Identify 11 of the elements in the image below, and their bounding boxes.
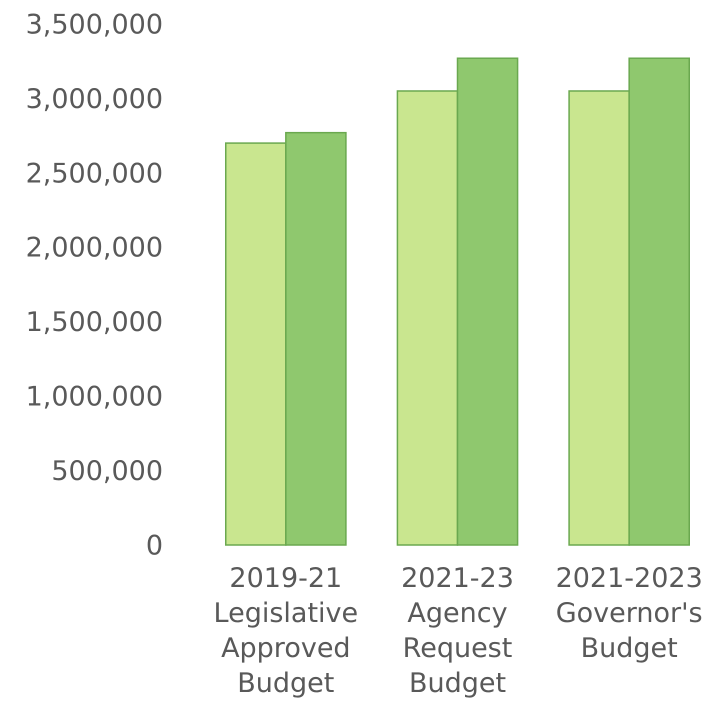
y-tick-label: 1,000,000 (26, 382, 163, 413)
y-tick-label: 500,000 (51, 456, 163, 488)
x-tick-label: 2021-23 Agency Request Budget (401, 563, 514, 699)
x-tick-label: 2021-2023 Governor's Budget (556, 563, 703, 664)
y-tick-label: 3,500,000 (26, 9, 163, 40)
x-tick-label: 2019-21 Legislative Approved Budget (214, 563, 358, 699)
y-tick-label: 2,500,000 (26, 158, 163, 190)
y-tick-label: 0 (146, 530, 163, 562)
y-tick-label: 3,000,000 (26, 84, 163, 115)
y-tick-label: 2,000,000 (26, 232, 163, 264)
y-tick-label: 1,500,000 (26, 307, 163, 338)
